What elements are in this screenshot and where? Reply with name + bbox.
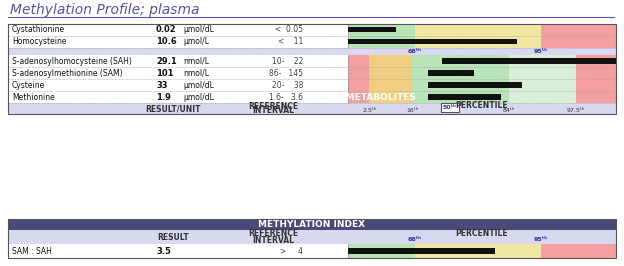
Text: μmol/dL: μmol/dL xyxy=(183,93,214,102)
Bar xyxy=(369,55,412,67)
Bar xyxy=(415,244,541,258)
Text: REFERENCE: REFERENCE xyxy=(248,229,298,238)
Bar xyxy=(541,36,616,48)
Text: <    11: < 11 xyxy=(278,37,303,46)
Bar xyxy=(8,91,348,103)
Text: 1.9: 1.9 xyxy=(156,93,171,102)
Text: S-adenosylmethionine (SAM): S-adenosylmethionine (SAM) xyxy=(12,69,123,77)
Text: nmol/L: nmol/L xyxy=(183,69,209,77)
Text: 2.5ᵗʰ: 2.5ᵗʰ xyxy=(363,109,377,114)
Text: 1.6-   3.6: 1.6- 3.6 xyxy=(269,93,303,102)
Bar xyxy=(8,219,616,258)
Text: RESULT/UNIT: RESULT/UNIT xyxy=(145,104,201,113)
Text: 29.1: 29.1 xyxy=(156,56,177,65)
Bar xyxy=(348,39,517,44)
Text: INTERVAL: INTERVAL xyxy=(252,236,294,244)
Text: INTERVAL: INTERVAL xyxy=(252,106,294,115)
Bar xyxy=(576,91,616,103)
Text: 84ᵗʰ: 84ᵗʰ xyxy=(502,109,515,114)
Bar xyxy=(8,79,348,91)
Text: METHYLATION INDEX: METHYLATION INDEX xyxy=(258,220,366,229)
Bar xyxy=(8,48,616,55)
Bar xyxy=(348,27,396,32)
Bar xyxy=(415,24,541,36)
Text: 95ᵗʰ: 95ᵗʰ xyxy=(534,49,548,54)
Bar xyxy=(348,91,369,103)
Bar xyxy=(442,58,616,64)
Text: 3.5: 3.5 xyxy=(156,247,171,256)
Text: 10.6: 10.6 xyxy=(156,37,177,46)
Text: RESULT: RESULT xyxy=(157,232,189,242)
Text: 97.5ᵗʰ: 97.5ᵗʰ xyxy=(567,109,585,114)
Bar xyxy=(348,248,495,254)
Bar xyxy=(369,91,412,103)
Bar xyxy=(8,219,616,230)
Text: 68ᵗʰ: 68ᵗʰ xyxy=(408,237,422,242)
Text: 86-   145: 86- 145 xyxy=(269,69,303,77)
Text: 68ᵗʰ: 68ᵗʰ xyxy=(408,49,422,54)
Bar xyxy=(576,67,616,79)
Text: S-adenosylhomocysteine (SAH): S-adenosylhomocysteine (SAH) xyxy=(12,56,132,65)
Text: >     4: > 4 xyxy=(280,247,303,256)
Bar xyxy=(8,24,616,114)
Bar xyxy=(369,79,412,91)
Text: 20-    38: 20- 38 xyxy=(271,81,303,89)
Text: PERCENTILE: PERCENTILE xyxy=(456,229,509,238)
Bar xyxy=(541,24,616,36)
Text: 101: 101 xyxy=(156,69,173,77)
Bar xyxy=(348,67,369,79)
Bar xyxy=(576,55,616,67)
Bar xyxy=(8,92,616,103)
Text: nmol/L: nmol/L xyxy=(183,56,209,65)
Bar xyxy=(441,103,459,112)
Text: SAM : SAH: SAM : SAH xyxy=(12,247,52,256)
Bar xyxy=(509,67,576,79)
Text: 10-    22: 10- 22 xyxy=(271,56,303,65)
Bar xyxy=(8,36,348,48)
Text: Homocysteine: Homocysteine xyxy=(12,37,67,46)
Text: Methionine: Methionine xyxy=(12,93,55,102)
Bar xyxy=(8,24,348,36)
Bar xyxy=(429,94,500,100)
Bar xyxy=(348,79,369,91)
Bar xyxy=(369,67,412,79)
Bar xyxy=(348,36,415,48)
Bar xyxy=(509,79,576,91)
Text: PERCENTILE: PERCENTILE xyxy=(456,101,509,110)
Bar xyxy=(8,103,616,114)
Text: Cysteine: Cysteine xyxy=(12,81,46,89)
Bar xyxy=(8,67,348,79)
Text: <  0.05: < 0.05 xyxy=(275,25,303,34)
Bar xyxy=(429,82,522,88)
Text: 33: 33 xyxy=(156,81,167,89)
Text: PRIMARY & INTERMEDIATE METABOLITES: PRIMARY & INTERMEDIATE METABOLITES xyxy=(208,93,416,102)
Text: REFERENCE: REFERENCE xyxy=(248,102,298,111)
Bar xyxy=(429,70,474,76)
Bar xyxy=(8,230,616,244)
Text: Cystathionine: Cystathionine xyxy=(12,25,65,34)
Bar xyxy=(412,79,509,91)
Text: μmol/L: μmol/L xyxy=(183,37,209,46)
Bar xyxy=(348,24,415,36)
Bar xyxy=(348,55,369,67)
Bar xyxy=(415,36,541,48)
Bar xyxy=(412,67,509,79)
Bar xyxy=(8,55,348,67)
Bar xyxy=(412,91,509,103)
Text: μmol/dL: μmol/dL xyxy=(183,81,214,89)
Bar xyxy=(509,55,576,67)
Text: 95ᵗʰ: 95ᵗʰ xyxy=(534,237,548,242)
Bar xyxy=(348,244,415,258)
Text: μmol/dL: μmol/dL xyxy=(183,25,214,34)
Text: 50ᵗʰ: 50ᵗʰ xyxy=(443,105,457,110)
Bar xyxy=(412,55,509,67)
Bar xyxy=(509,91,576,103)
Bar xyxy=(576,79,616,91)
Text: Methylation Profile; plasma: Methylation Profile; plasma xyxy=(10,3,200,17)
Text: 16ᵗʰ: 16ᵗʰ xyxy=(406,109,419,114)
Text: 0.02: 0.02 xyxy=(156,25,177,34)
Bar xyxy=(8,244,348,258)
Bar xyxy=(541,244,616,258)
